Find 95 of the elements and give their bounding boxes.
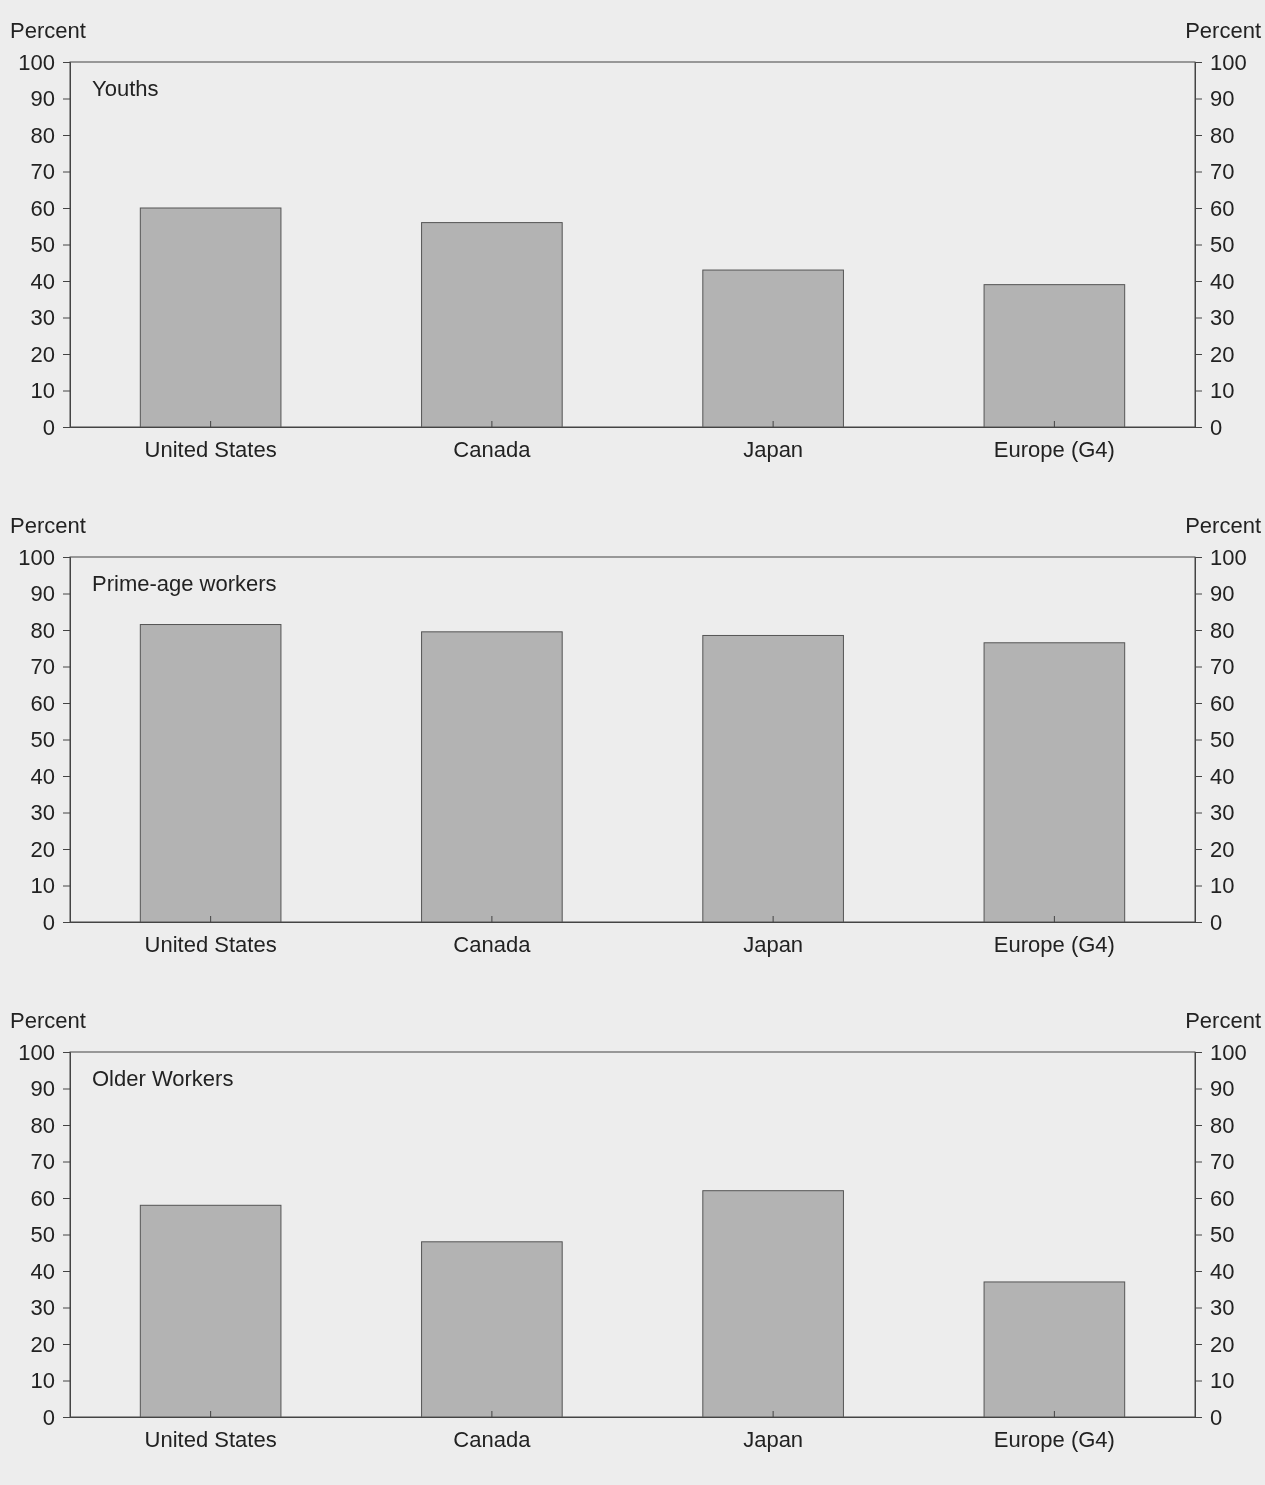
y-tick-label: 80 bbox=[30, 1112, 55, 1138]
y2-tick-label: 20 bbox=[1210, 341, 1235, 367]
y-tick-label: 0 bbox=[42, 909, 55, 935]
y2-tick-label: 90 bbox=[1210, 86, 1235, 112]
y-tick-label: 100 bbox=[18, 544, 55, 570]
y2-tick-label: 10 bbox=[1210, 1368, 1235, 1394]
y-tick-label: 0 bbox=[42, 1404, 55, 1430]
y2-tick-label: 40 bbox=[1210, 268, 1235, 294]
x-tick-label: Europe (G4) bbox=[993, 436, 1115, 462]
y2-tick-label: 0 bbox=[1210, 909, 1223, 935]
y2-tick-label: 40 bbox=[1210, 1258, 1235, 1284]
y2-tick-label: 100 bbox=[1210, 49, 1247, 75]
bar bbox=[421, 1241, 563, 1418]
y2-tick-label: 40 bbox=[1210, 763, 1235, 789]
y-tick-label: 0 bbox=[42, 414, 55, 440]
y-tick-label: 50 bbox=[30, 232, 55, 258]
x-tick-label: United States bbox=[144, 931, 277, 957]
y-tick-label: 30 bbox=[30, 800, 55, 826]
y2-tick-label: 100 bbox=[1210, 544, 1247, 570]
y2-tick-label: 20 bbox=[1210, 836, 1235, 862]
y2-tick-label: 20 bbox=[1210, 1331, 1235, 1357]
x-tick-label: United States bbox=[144, 436, 277, 462]
y2-tick-label: 30 bbox=[1210, 1295, 1235, 1321]
y-tick-label: 80 bbox=[30, 122, 55, 148]
y2-axis-title: Percent bbox=[1185, 1008, 1261, 1033]
y-tick-label: 70 bbox=[30, 654, 55, 680]
y-tick-label: 100 bbox=[18, 49, 55, 75]
y2-tick-label: 10 bbox=[1210, 378, 1235, 404]
y2-tick-label: 90 bbox=[1210, 1076, 1235, 1102]
y2-tick-label: 80 bbox=[1210, 617, 1235, 643]
x-tick-label: Canada bbox=[453, 436, 532, 462]
y2-tick-label: 10 bbox=[1210, 873, 1235, 899]
y-tick-label: 40 bbox=[30, 763, 55, 789]
y2-tick-label: 90 bbox=[1210, 581, 1235, 607]
y-tick-label: 70 bbox=[30, 159, 55, 185]
bar bbox=[139, 1204, 282, 1418]
y-tick-label: 10 bbox=[30, 378, 55, 404]
y2-tick-label: 60 bbox=[1210, 195, 1235, 221]
y-tick-label: 60 bbox=[30, 1185, 55, 1211]
y-axis-title: Percent bbox=[10, 513, 86, 538]
x-tick-label: United States bbox=[144, 1426, 277, 1452]
bar bbox=[702, 269, 844, 428]
y-tick-label: 90 bbox=[30, 1076, 55, 1102]
y2-tick-label: 30 bbox=[1210, 305, 1235, 331]
y-tick-label: 20 bbox=[30, 1331, 55, 1357]
y2-axis-title: Percent bbox=[1185, 18, 1261, 43]
x-tick-label: Europe (G4) bbox=[993, 931, 1115, 957]
y-axis-title: Percent bbox=[10, 1008, 86, 1033]
y2-tick-label: 70 bbox=[1210, 1149, 1235, 1175]
y-tick-label: 60 bbox=[30, 195, 55, 221]
y-tick-label: 60 bbox=[30, 690, 55, 716]
y-tick-label: 30 bbox=[30, 1295, 55, 1321]
bar bbox=[983, 284, 1126, 428]
y-tick-label: 90 bbox=[30, 86, 55, 112]
text: Youths bbox=[92, 76, 159, 101]
bar bbox=[983, 1281, 1126, 1418]
x-tick-label: Canada bbox=[453, 931, 532, 957]
bar bbox=[702, 1190, 844, 1418]
y2-tick-label: 50 bbox=[1210, 232, 1235, 258]
y2-tick-label: 80 bbox=[1210, 1112, 1235, 1138]
y-tick-label: 30 bbox=[30, 305, 55, 331]
y-tick-label: 80 bbox=[30, 617, 55, 643]
x-tick-label: Europe (G4) bbox=[993, 1426, 1115, 1452]
y2-tick-label: 70 bbox=[1210, 654, 1235, 680]
y2-tick-label: 30 bbox=[1210, 800, 1235, 826]
y2-tick-label: 60 bbox=[1210, 1185, 1235, 1211]
y2-tick-label: 70 bbox=[1210, 159, 1235, 185]
y-tick-label: 50 bbox=[30, 1222, 55, 1248]
x-tick-label: Japan bbox=[743, 931, 804, 957]
x-tick-label: Japan bbox=[743, 1426, 804, 1452]
y2-tick-label: 80 bbox=[1210, 122, 1235, 148]
bar bbox=[139, 207, 282, 428]
y-tick-label: 50 bbox=[30, 727, 55, 753]
y-tick-label: 40 bbox=[30, 268, 55, 294]
y-tick-label: 100 bbox=[18, 1039, 55, 1065]
bar bbox=[421, 222, 563, 428]
y2-tick-label: 100 bbox=[1210, 1039, 1247, 1065]
y2-tick-label: 50 bbox=[1210, 1222, 1235, 1248]
y2-tick-label: 50 bbox=[1210, 727, 1235, 753]
y-tick-label: 90 bbox=[30, 581, 55, 607]
y-tick-label: 70 bbox=[30, 1149, 55, 1175]
y2-tick-label: 60 bbox=[1210, 690, 1235, 716]
text: Older Workers bbox=[92, 1066, 234, 1091]
x-tick-label: Japan bbox=[743, 436, 804, 462]
y-tick-label: 40 bbox=[30, 1258, 55, 1284]
x-tick-label: Canada bbox=[453, 1426, 532, 1452]
y-tick-label: 20 bbox=[30, 836, 55, 862]
y2-axis-title: Percent bbox=[1185, 513, 1261, 538]
y-axis-title: Percent bbox=[10, 18, 86, 43]
y-tick-label: 20 bbox=[30, 341, 55, 367]
y2-tick-label: 0 bbox=[1210, 1404, 1223, 1430]
y-tick-label: 10 bbox=[30, 873, 55, 899]
text: Prime-age workers bbox=[92, 571, 277, 596]
y2-tick-label: 0 bbox=[1210, 414, 1223, 440]
y-tick-label: 10 bbox=[30, 1368, 55, 1394]
